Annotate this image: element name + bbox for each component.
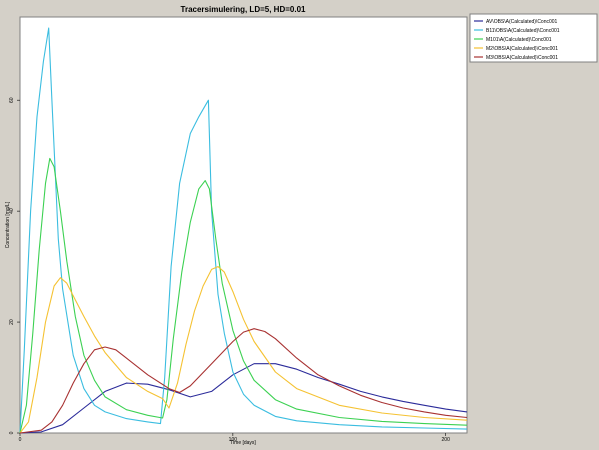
series-line-3 xyxy=(19,157,468,434)
x-axis-label: Time [days] xyxy=(230,440,256,446)
y-tick-label: 60 xyxy=(9,97,15,103)
series-lines xyxy=(19,27,468,434)
x-tick-label: 200 xyxy=(442,437,451,443)
x-tick-label: 100 xyxy=(229,437,238,443)
series-line-2 xyxy=(19,27,468,434)
y-axis-label: Concentration [mg/L] xyxy=(5,201,11,248)
legend: AV\OBS\A(Calculated)\Conc001 B11\OBS\A(Ca… xyxy=(469,13,598,63)
legend-label: M101\A(Calculated)\Conc001 xyxy=(486,37,552,43)
x-tick-label: 0 xyxy=(19,437,22,443)
chart-title: Tracersimulering, LD=5, HD=0.01 xyxy=(181,5,306,14)
y-axis: 0 20 40 60 xyxy=(9,97,20,434)
legend-label: M3\OBS\A(Calculated)\Conc001 xyxy=(486,55,558,61)
series-line-1 xyxy=(19,363,468,434)
y-tick-label: 0 xyxy=(9,431,15,434)
x-axis: 0 100 200 xyxy=(19,433,450,443)
legend-label: M2\OBS\A(Calculated)\Conc001 xyxy=(486,46,558,52)
legend-label: B11\OBS\A(Calculated)\Conc001 xyxy=(486,28,560,34)
series-line-5 xyxy=(19,328,468,434)
legend-items: AV\OBS\A(Calculated)\Conc001 B11\OBS\A(Ca… xyxy=(474,19,560,61)
y-tick-label: 40 xyxy=(9,208,15,214)
legend-box xyxy=(469,13,598,63)
plot-background xyxy=(19,16,468,434)
y-tick-label: 20 xyxy=(9,319,15,325)
legend-label: AV\OBS\A(Calculated)\Conc001 xyxy=(486,19,558,25)
series-line-4 xyxy=(19,266,468,434)
